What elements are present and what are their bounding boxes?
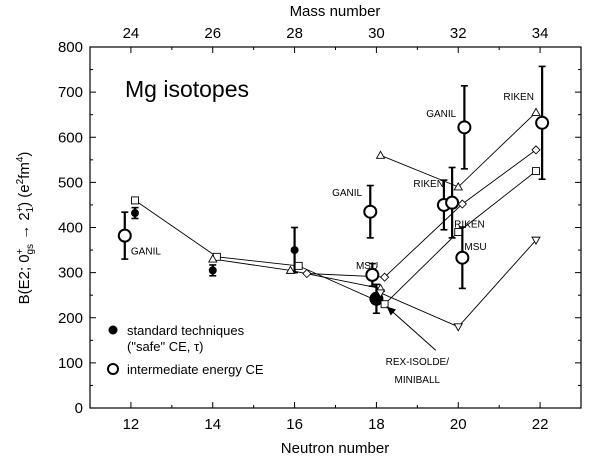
- y-tick-label: 800: [58, 39, 83, 56]
- data-markers: [117, 107, 550, 332]
- annotation-label: GANIL: [332, 188, 362, 199]
- legend-marker-filled: [108, 325, 118, 335]
- annotation-label: MSU: [356, 261, 378, 272]
- marker-diamond: [531, 145, 541, 155]
- marker-filled-circle: [290, 246, 299, 255]
- y-axis-title-units-sup2: 4: [15, 156, 26, 162]
- annotation-label: RIKEN: [454, 220, 485, 231]
- series-line-triangle-up: [380, 112, 537, 188]
- marker-triangle-up: [207, 254, 218, 263]
- legend-marker-open: [107, 363, 119, 375]
- y-axis-title-main: B(E2; 0: [16, 254, 33, 304]
- y-tick-label: 500: [58, 174, 83, 191]
- x-tick-label: 16: [286, 416, 303, 433]
- series-line-square: [134, 170, 537, 305]
- marker-triangle-up: [375, 150, 386, 159]
- marker-diamond: [457, 199, 467, 209]
- y-axis-title-sup1: +: [15, 248, 26, 254]
- marker-triangle-down: [375, 289, 386, 298]
- x-axis-title: Neutron number: [281, 440, 389, 457]
- y-axis-title-sub2: 1: [25, 206, 36, 212]
- marker-filled-circle: [131, 209, 140, 218]
- x-tick-label: 12: [123, 416, 140, 433]
- marker-triangle-down: [453, 323, 464, 332]
- marker-square: [131, 196, 139, 205]
- x2-tick-label: 28: [286, 25, 303, 42]
- y-tick-label: 700: [58, 84, 83, 101]
- marker-open-circle: [457, 120, 472, 135]
- marker-square: [532, 167, 540, 176]
- y-axis-title: B(E2; 0+gs → 2+1) (e2fm4): [15, 152, 36, 305]
- marker-open-circle: [455, 250, 470, 265]
- y-axis-title-arrow: → 2: [16, 212, 33, 244]
- marker-open-circle: [445, 195, 460, 210]
- marker-open-circle: [363, 204, 378, 219]
- marker-diamond: [302, 268, 312, 279]
- x-tick-label: 18: [368, 416, 385, 433]
- x2-tick-label: 30: [368, 25, 385, 42]
- chart-title: Mg isotopes: [125, 76, 249, 102]
- y-axis-title-sub1: gs: [25, 244, 36, 255]
- marker-open-circle: [535, 115, 550, 130]
- x2-tick-label: 24: [123, 25, 140, 42]
- annotation-label: REX-ISOLDE/: [386, 357, 450, 368]
- legend-label-standard-sub: ("safe" CE, τ): [127, 339, 204, 354]
- annotation-label: MINIBALL: [395, 375, 441, 386]
- marker-filled-circle: [208, 266, 217, 275]
- y-axis-title-units-end: ): [16, 152, 33, 157]
- marker-square: [294, 261, 303, 270]
- marker-open-circle: [365, 267, 380, 282]
- annotation-label: GANIL: [131, 247, 161, 258]
- x-tick-label: 22: [532, 416, 549, 433]
- y-axis-title-units-sup1: 2: [15, 178, 26, 184]
- legend-label-intermediate: intermediate energy CE: [127, 362, 264, 377]
- x2-tick-label: 26: [204, 25, 221, 42]
- y-tick-label: 200: [58, 310, 83, 327]
- y-axis-title-sup2: +: [15, 206, 26, 212]
- marker-triangle-up: [453, 181, 464, 191]
- marker-square: [454, 228, 463, 236]
- x2-tick-label: 32: [450, 25, 467, 42]
- legend: standard techniques ("safe" CE, τ) inter…: [107, 323, 264, 377]
- legend-label-standard: standard techniques: [127, 323, 245, 338]
- y-tick-label: 600: [58, 129, 83, 146]
- y-tick-label: 400: [58, 220, 83, 237]
- y-axis-title-units-mid: fm: [16, 162, 33, 179]
- arrow-line: [386, 306, 437, 351]
- x-tick-label: 20: [450, 416, 467, 433]
- x2-tick-label: 34: [532, 25, 549, 42]
- marker-square: [380, 300, 389, 309]
- top-axis-title: Mass number: [290, 3, 381, 20]
- marker-open-circle: [117, 228, 132, 243]
- marker-triangle-down: [531, 236, 541, 246]
- y-axis-title-units: ) (e: [16, 184, 33, 207]
- series-line-diamond: [306, 149, 537, 278]
- y-tick-label: 100: [58, 355, 83, 372]
- y-tick-label: 300: [58, 265, 83, 282]
- annotation-label: RIKEN: [413, 179, 444, 190]
- axes: 12 24 14 26 16 28 18 30 20 32 22 34 0 100 200 300 400 500…: [58, 25, 582, 433]
- arrow-head: [386, 306, 397, 316]
- annotations: GANIL GANIL MSU RIKEN RIKEN GANIL MSU RIKEN REX-…: [131, 92, 534, 386]
- marker-triangle-up: [285, 265, 296, 274]
- annotation-label: MSU: [464, 242, 486, 253]
- annotation-label: RIKEN: [503, 92, 534, 103]
- marker-triangle-up: [531, 107, 541, 116]
- x-tick-label: 14: [204, 416, 221, 433]
- y-tick-label: 0: [75, 400, 83, 417]
- annotation-label: GANIL: [426, 109, 456, 120]
- marker-diamond: [379, 272, 390, 282]
